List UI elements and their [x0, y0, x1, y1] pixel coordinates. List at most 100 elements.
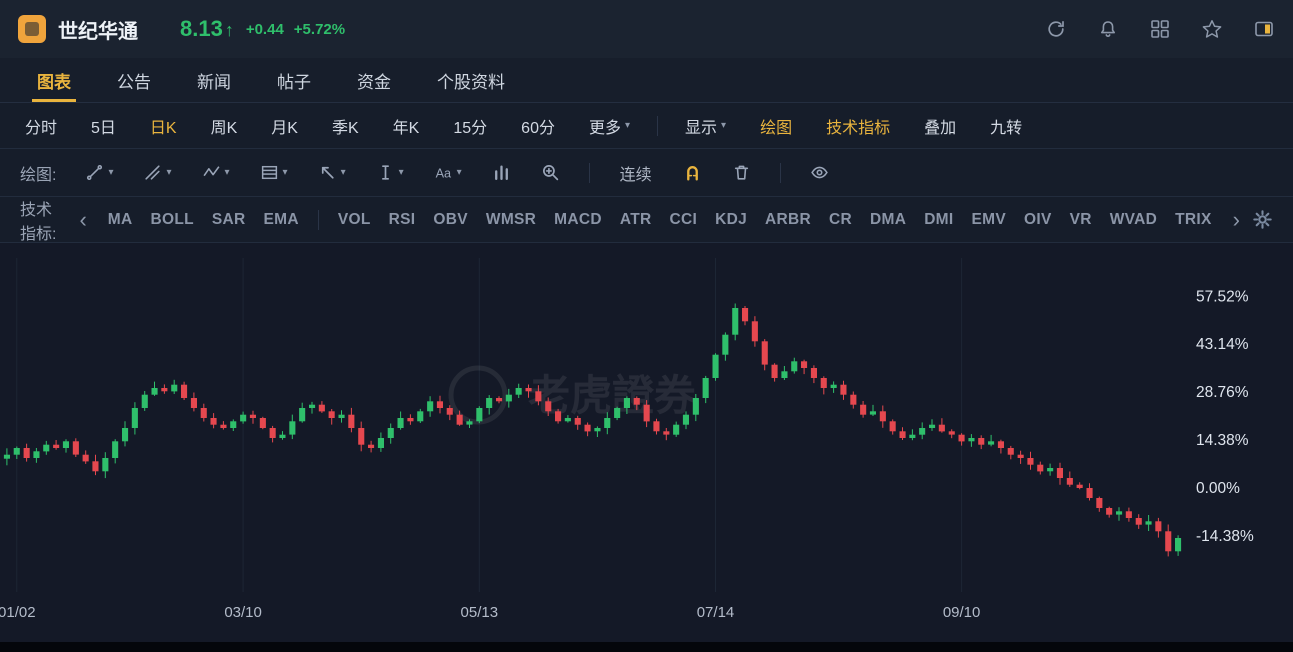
chevron-down-icon: ▾ [166, 166, 172, 178]
indicator-kdj[interactable]: KDJ [715, 210, 747, 228]
indicator-dmi[interactable]: DMI [924, 210, 954, 228]
text-cursor-tool-button[interactable]: ▾ [365, 149, 415, 197]
divider [317, 209, 319, 230]
indicator-oiv[interactable]: OIV [1024, 210, 1052, 228]
period-quarterly-k[interactable]: 季K [331, 119, 359, 137]
price-value: 8.13 [180, 16, 223, 41]
indicator-cr[interactable]: CR [828, 210, 852, 228]
indicator-atr[interactable]: ATR [619, 210, 652, 228]
indicator-boll[interactable]: BOLL [150, 210, 194, 228]
continuous-draw-toggle[interactable]: 连续 [619, 166, 652, 184]
tab-chart[interactable]: 图表 [14, 58, 94, 102]
zoom-in-button[interactable] [530, 149, 571, 197]
chevron-down-icon: ▾ [340, 166, 346, 178]
delete-drawings-button[interactable] [721, 149, 762, 197]
tool-nine-turn[interactable]: 九转 [990, 119, 1023, 137]
panel-toggle-button[interactable] [1253, 18, 1275, 40]
svg-text:0.00%: 0.00% [1196, 480, 1240, 497]
tab-stock-profile[interactable]: 个股资料 [437, 72, 505, 92]
tab-capital-flow[interactable]: 资金 [357, 72, 391, 92]
bell-icon [1101, 21, 1115, 37]
period-monthly-k[interactable]: 月K [271, 119, 298, 137]
indicator-macd[interactable]: MACD [554, 210, 602, 228]
chevron-left-icon[interactable]: ‹ [79, 206, 87, 232]
svg-text:43.14%: 43.14% [1196, 336, 1249, 353]
indicator-trix[interactable]: TRIX [1175, 210, 1212, 228]
arrow-tool-button[interactable]: ▾ [307, 149, 357, 197]
zoom-in-icon [542, 165, 558, 181]
tool-technical-indicator[interactable]: 技术指标 [826, 119, 891, 137]
period-yearly-k[interactable]: 年K [392, 119, 420, 137]
chevron-right-icon[interactable]: › [1232, 206, 1240, 232]
gear-icon [1253, 210, 1272, 229]
tool-drawing[interactable]: 绘图 [760, 119, 793, 137]
pattern-tool-icon [261, 165, 277, 180]
volume-profile-tool-button[interactable] [481, 149, 522, 197]
font-tool-icon: Aa [435, 166, 451, 180]
up-arrow-icon: ↑ [224, 20, 234, 40]
tool-display[interactable]: 显示 ▾ [685, 119, 727, 137]
period-5day[interactable]: 5日 [91, 119, 116, 137]
indicator-dma[interactable]: DMA [869, 210, 907, 228]
indicator-bar-label: 技术指标: [20, 201, 57, 243]
magnet-toggle-button[interactable] [672, 149, 713, 197]
notifications-button[interactable] [1097, 18, 1119, 40]
refresh-button[interactable] [1045, 18, 1067, 40]
star-icon [1202, 20, 1222, 38]
font-tool-button[interactable]: Aa ▾ [423, 149, 473, 197]
chevron-down-icon: ▾ [625, 119, 631, 131]
indicator-cci[interactable]: CCI [669, 210, 698, 228]
visibility-toggle-button[interactable] [799, 149, 840, 197]
indicator-settings-button[interactable] [1252, 209, 1273, 230]
indicator-rsi[interactable]: RSI [388, 210, 416, 228]
apps-grid-button[interactable] [1149, 18, 1171, 40]
indicator-ma[interactable]: MA [107, 210, 133, 228]
period-daily-k[interactable]: 日K [149, 119, 177, 137]
indicator-wmsr[interactable]: WMSR [485, 210, 537, 228]
svg-text:01/02: 01/02 [0, 604, 36, 621]
indicator-arbr[interactable]: ARBR [765, 210, 811, 228]
tool-overlay[interactable]: 叠加 [924, 119, 957, 137]
svg-text:老虎證券: 老虎證券 [528, 371, 697, 420]
indicator-sar[interactable]: SAR [211, 210, 246, 228]
wave-tool-button[interactable]: ▾ [191, 149, 241, 197]
indicator-ema[interactable]: EMA [263, 210, 299, 228]
period-intraday[interactable]: 分时 [25, 119, 58, 137]
change-percent: +5.72% [293, 20, 346, 38]
period-more[interactable]: 更多 ▾ [588, 119, 631, 137]
svg-text:14.38%: 14.38% [1196, 432, 1249, 449]
stock-price: 8.13 ↑ [180, 16, 234, 42]
svg-text:28.76%: 28.76% [1196, 384, 1249, 401]
pattern-tool-button[interactable]: ▾ [249, 149, 299, 197]
tab-posts[interactable]: 帖子 [277, 72, 311, 92]
chevron-down-icon: ▾ [224, 166, 230, 178]
channel-tool-button[interactable]: ▾ [132, 149, 182, 197]
divider [779, 162, 781, 183]
indicator-obv[interactable]: OBV [433, 210, 468, 228]
divider [657, 115, 659, 136]
candlestick-chart[interactable]: 01/02 03/10 05/13 07/14 09/10 老虎證券 57.52% 43.14… [0, 243, 1293, 642]
tab-news[interactable]: 新闻 [197, 72, 231, 92]
trend-line-tool-button[interactable]: ▾ [74, 149, 124, 197]
bar-chart-icon [494, 165, 508, 180]
chart-canvas[interactable]: 01/02 03/10 05/13 07/14 09/10 老虎證券 57.52% 43.14… [0, 243, 1293, 642]
line-tool-icon [87, 164, 103, 181]
indicator-emv[interactable]: EMV [971, 210, 1006, 228]
indicator-vr[interactable]: VR [1069, 210, 1092, 228]
arrow-tool-icon [321, 166, 334, 179]
svg-text:03/10: 03/10 [224, 604, 262, 621]
favorite-button[interactable] [1201, 18, 1223, 40]
tab-announcements[interactable]: 公告 [117, 72, 151, 92]
period-15min[interactable]: 15分 [453, 119, 488, 137]
period-weekly-k[interactable]: 周K [210, 119, 238, 137]
nav-tab-bar: 图表 公告 新闻 帖子 资金 个股资料 [0, 58, 1293, 103]
indicator-vol[interactable]: VOL [337, 210, 371, 228]
chevron-down-icon: ▾ [456, 166, 462, 178]
topbar-actions [1045, 18, 1275, 40]
svg-text:Aa: Aa [435, 166, 451, 180]
period-60min[interactable]: 60分 [521, 119, 555, 137]
price-change: +0.44 +5.72% [246, 21, 345, 38]
text-cursor-icon [381, 165, 389, 180]
indicator-wvad[interactable]: WVAD [1109, 210, 1158, 228]
side-panel-icon [1255, 21, 1273, 37]
